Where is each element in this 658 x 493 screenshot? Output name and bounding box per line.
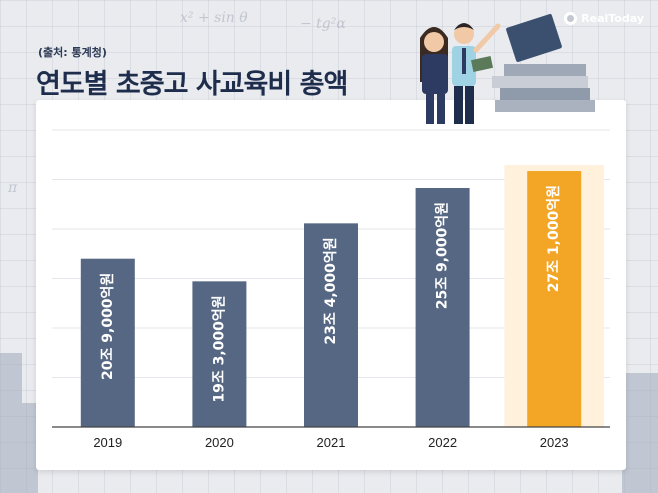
bar	[415, 187, 470, 427]
brand-logo: RealToday	[564, 12, 644, 25]
brand-name: RealToday	[581, 12, 644, 25]
teachers-illustration-icon	[420, 13, 595, 124]
bar	[304, 223, 358, 427]
x-tick-label: 2019	[93, 435, 122, 450]
brand-mark-icon	[564, 12, 578, 25]
bar-data-label: 27조 1,000억원	[546, 185, 562, 292]
bar-data-label: 25조 9,000억원	[435, 202, 451, 309]
bar	[527, 171, 582, 427]
bar-data-label: 23조 4,000억원	[323, 237, 339, 344]
background-formula: x² + sin θ	[180, 10, 248, 26]
bar	[80, 258, 135, 427]
x-tick-label: 2020	[205, 435, 234, 450]
bar-data-label: 20조 9,000억원	[100, 273, 116, 380]
x-tick-label: 2022	[428, 435, 457, 450]
page-title: 연도별 초중고 사교육비 총액	[36, 69, 348, 100]
x-tick-label: 2023	[540, 435, 569, 450]
x-tick-label: 2021	[317, 435, 346, 450]
background-formula: π	[8, 180, 18, 196]
background-building	[0, 353, 22, 493]
bar	[192, 281, 247, 427]
bar-chart: 20조 9,000억원 2019 19조 3,000억원 2020 23조 4,000억…	[52, 129, 610, 450]
background-building	[22, 403, 38, 493]
source-note: (출처: 통계청)	[38, 46, 107, 59]
background-formula: − tg²α	[300, 16, 346, 32]
background-building	[622, 373, 658, 493]
bar-data-label: 19조 3,000억원	[211, 295, 227, 402]
